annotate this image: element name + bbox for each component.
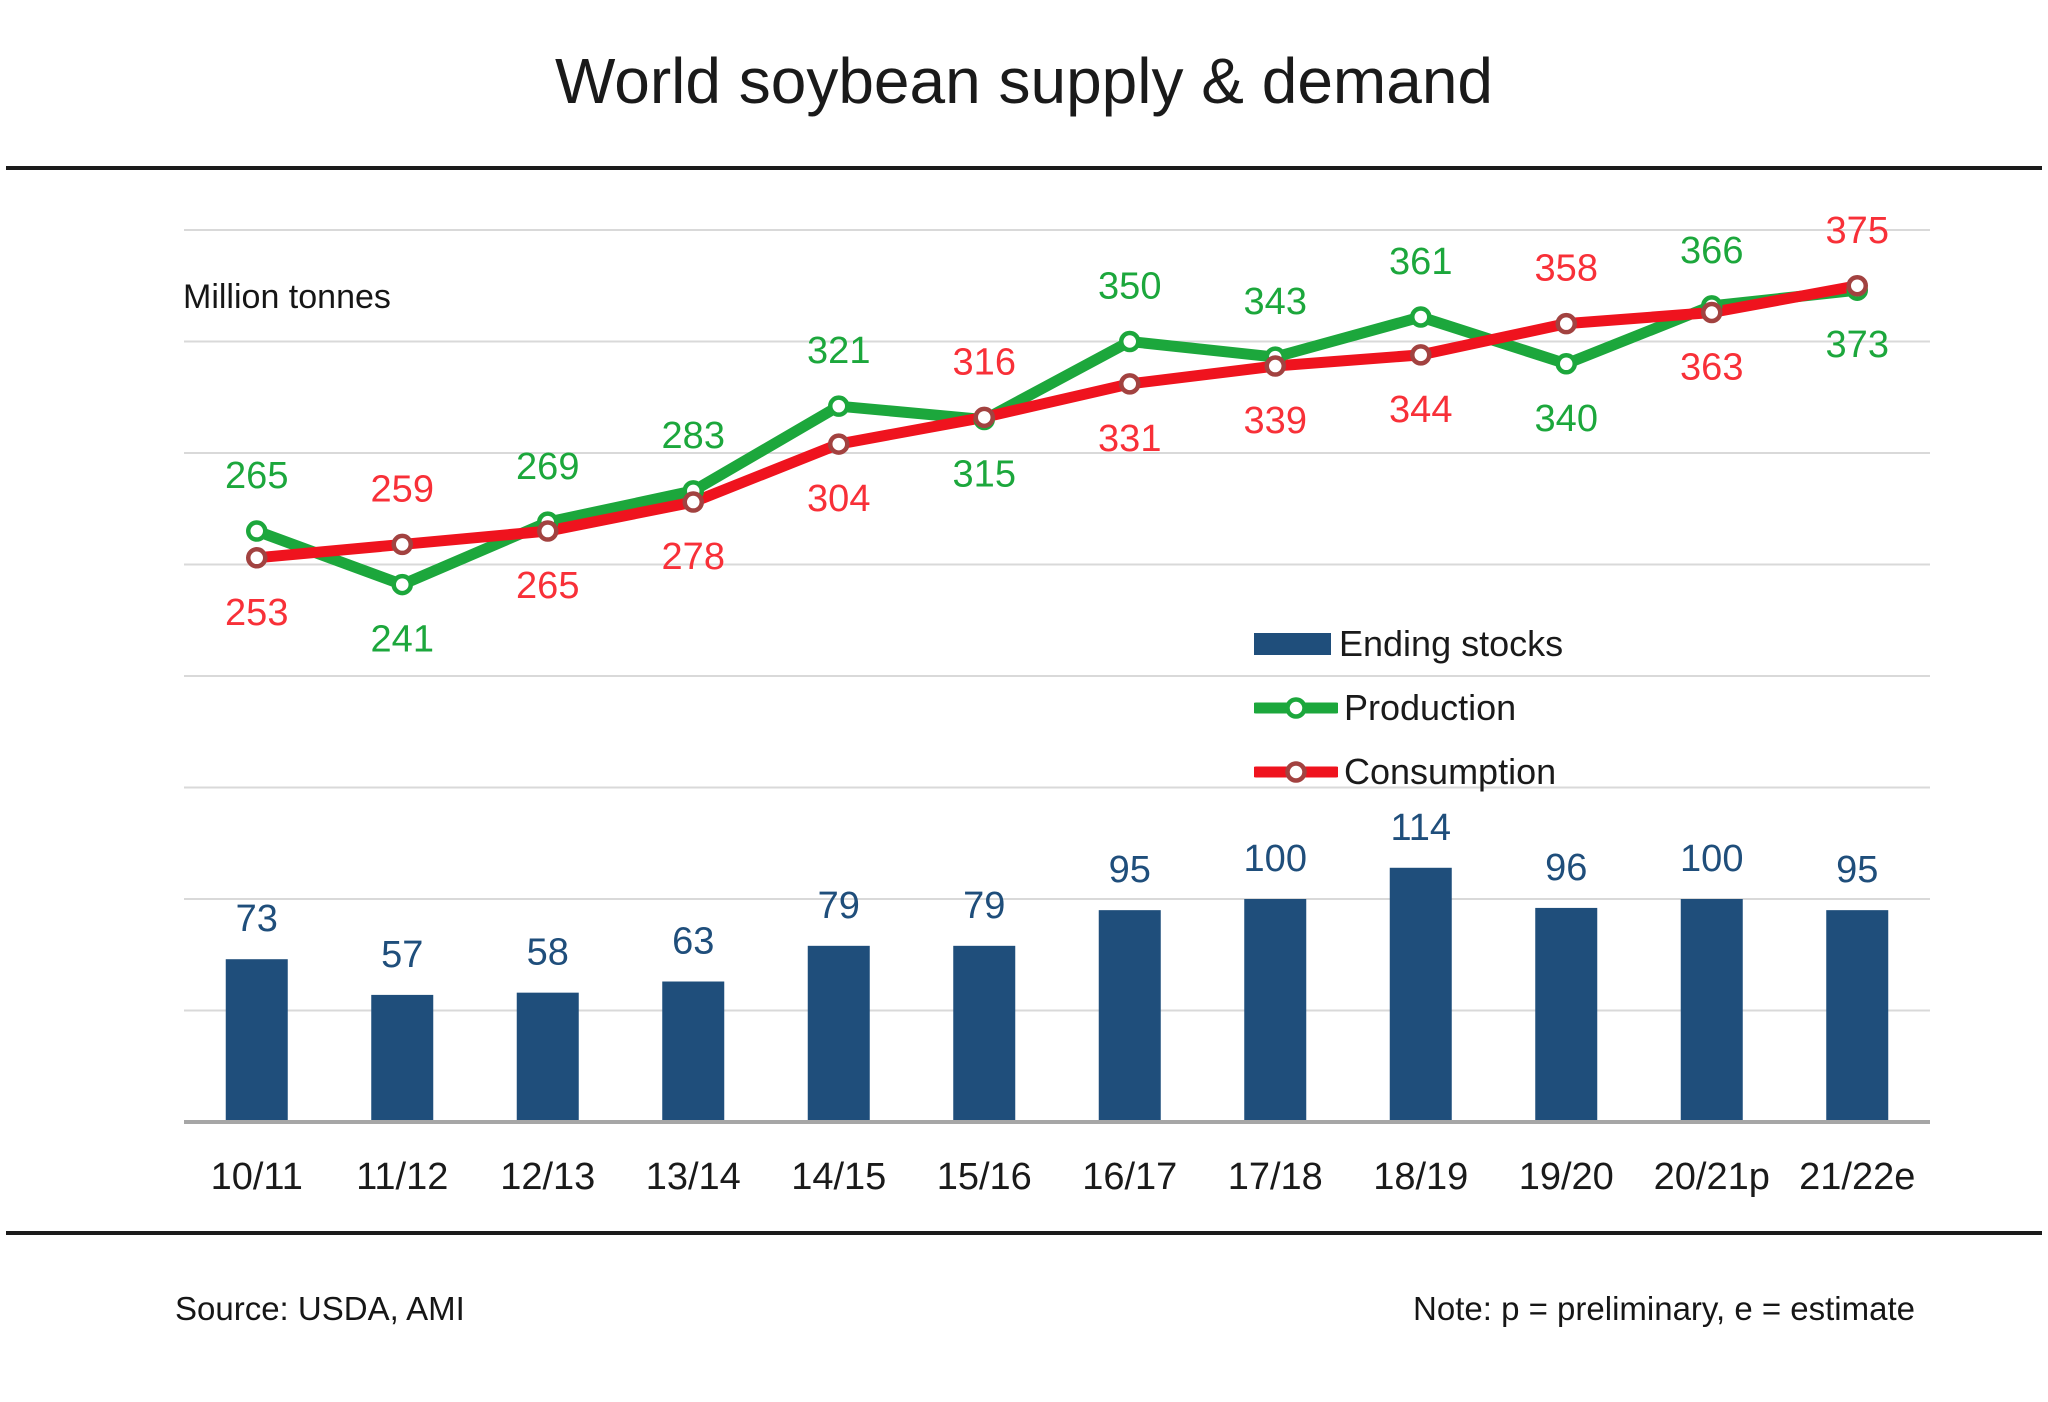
consumption-marker bbox=[682, 491, 704, 513]
ending-stocks-bar bbox=[1680, 899, 1743, 1122]
consumption-value-label: 339 bbox=[1244, 400, 1307, 442]
x-axis-category-label: 12/13 bbox=[500, 1156, 595, 1198]
x-axis-category-label: 20/21p bbox=[1654, 1156, 1770, 1198]
x-axis-category-label: 10/11 bbox=[211, 1156, 303, 1198]
x-axis-category-label: 11/12 bbox=[356, 1156, 448, 1198]
production-marker bbox=[1410, 306, 1432, 328]
consumption-line-marker-icon bbox=[1250, 759, 1342, 785]
consumption-value-label: 344 bbox=[1389, 389, 1452, 431]
consumption-value-label: 331 bbox=[1098, 418, 1161, 460]
consumption-marker bbox=[1264, 355, 1286, 377]
ending-stocks-swatch-icon bbox=[1254, 633, 1331, 655]
legend-item-ending-stocks: Ending stocks bbox=[1254, 612, 1563, 676]
ending-stocks-value-label: 95 bbox=[1836, 849, 1878, 891]
production-value-label: 366 bbox=[1680, 230, 1743, 272]
legend-item-production: Production bbox=[1250, 676, 1563, 740]
production-value-label: 373 bbox=[1826, 324, 1889, 366]
production-marker bbox=[1119, 330, 1141, 353]
production-value-label: 343 bbox=[1244, 281, 1307, 323]
ending-stocks-value-label: 100 bbox=[1680, 838, 1743, 880]
consumption-marker bbox=[391, 533, 413, 556]
ending-stocks-bar bbox=[516, 992, 579, 1122]
production-value-label: 350 bbox=[1098, 266, 1161, 308]
legend-label: Production bbox=[1344, 687, 1517, 728]
consumption-value-label: 358 bbox=[1535, 248, 1598, 290]
production-marker bbox=[828, 395, 850, 417]
consumption-value-label: 253 bbox=[225, 592, 288, 634]
bottom-divider bbox=[6, 1231, 2042, 1235]
ending-stocks-value-label: 96 bbox=[1545, 847, 1587, 889]
x-axis-category-label: 15/16 bbox=[937, 1156, 1032, 1198]
ending-stocks-value-label: 100 bbox=[1244, 838, 1307, 880]
ending-stocks-bar bbox=[1826, 910, 1889, 1122]
legend: Ending stocks Production Consumption bbox=[1250, 612, 1563, 804]
ending-stocks-bar bbox=[1535, 907, 1598, 1122]
production-value-label: 283 bbox=[662, 415, 725, 457]
consumption-value-label: 304 bbox=[807, 478, 870, 520]
x-axis-category-label: 21/22e bbox=[1799, 1156, 1915, 1198]
ending-stocks-value-label: 63 bbox=[672, 921, 714, 963]
production-marker bbox=[1555, 353, 1577, 375]
note-text: Note: p = preliminary, e = estimate bbox=[1413, 1290, 1915, 1327]
x-axis-category-label: 19/20 bbox=[1519, 1156, 1614, 1198]
production-value-label: 269 bbox=[516, 446, 579, 488]
production-marker bbox=[391, 573, 413, 596]
ending-stocks-bar bbox=[953, 945, 1016, 1122]
production-value-label: 315 bbox=[953, 454, 1016, 496]
ending-stocks-value-label: 114 bbox=[1390, 807, 1451, 849]
legend-item-consumption: Consumption bbox=[1250, 740, 1563, 804]
page-title: World soybean supply & demand bbox=[554, 45, 1494, 117]
consumption-value-label: 265 bbox=[516, 565, 579, 607]
x-axis-category-label: 17/18 bbox=[1228, 1156, 1323, 1198]
consumption-value-label: 316 bbox=[953, 341, 1016, 383]
top-divider bbox=[6, 166, 2042, 170]
ending-stocks-bar bbox=[371, 994, 434, 1122]
ending-stocks-value-label: 57 bbox=[381, 934, 423, 976]
production-value-label: 340 bbox=[1535, 398, 1598, 440]
production-marker bbox=[246, 520, 268, 542]
ending-stocks-value-label: 73 bbox=[236, 898, 278, 940]
production-line-marker-icon bbox=[1250, 695, 1342, 721]
consumption-marker bbox=[828, 433, 850, 455]
ending-stocks-bar bbox=[662, 981, 725, 1122]
ending-stocks-value-label: 58 bbox=[527, 932, 569, 974]
x-axis-category-label: 16/17 bbox=[1082, 1156, 1177, 1198]
y-axis-unit-label: Million tonnes bbox=[183, 278, 391, 316]
production-value-label: 241 bbox=[371, 619, 434, 661]
consumption-marker bbox=[1846, 275, 1868, 297]
consumption-marker bbox=[246, 547, 268, 569]
x-axis-category-label: 18/19 bbox=[1373, 1156, 1468, 1198]
consumption-marker bbox=[1119, 373, 1141, 395]
legend-label: Ending stocks bbox=[1339, 623, 1564, 664]
ending-stocks-bar bbox=[1244, 899, 1307, 1122]
consumption-line bbox=[251, 280, 1863, 564]
production-value-label: 265 bbox=[225, 455, 288, 497]
consumption-marker bbox=[1701, 301, 1723, 324]
ending-stocks-bar bbox=[807, 945, 870, 1122]
consumption-marker bbox=[1410, 344, 1432, 366]
consumption-value-label: 278 bbox=[662, 536, 725, 578]
production-value-label: 321 bbox=[807, 330, 870, 372]
ending-stocks-bar bbox=[1098, 910, 1161, 1122]
x-axis-category-label: 14/15 bbox=[791, 1156, 886, 1198]
ending-stocks-value-label: 95 bbox=[1109, 849, 1151, 891]
consumption-marker bbox=[1555, 312, 1577, 335]
legend-label: Consumption bbox=[1344, 751, 1557, 792]
ending-stocks-bar bbox=[225, 959, 288, 1122]
consumption-marker bbox=[537, 520, 559, 542]
consumption-value-label: 363 bbox=[1680, 347, 1743, 389]
consumption-value-label: 375 bbox=[1826, 210, 1889, 252]
consumption-marker bbox=[973, 406, 995, 429]
consumption-value-label: 259 bbox=[371, 468, 434, 510]
x-axis-category-label: 13/14 bbox=[646, 1156, 741, 1198]
production-value-label: 361 bbox=[1389, 241, 1452, 283]
source-text: Source: USDA, AMI bbox=[175, 1290, 465, 1327]
ending-stocks-bar bbox=[1389, 867, 1452, 1122]
ending-stocks-value-label: 79 bbox=[818, 885, 860, 927]
ending-stocks-value-label: 79 bbox=[963, 885, 1005, 927]
